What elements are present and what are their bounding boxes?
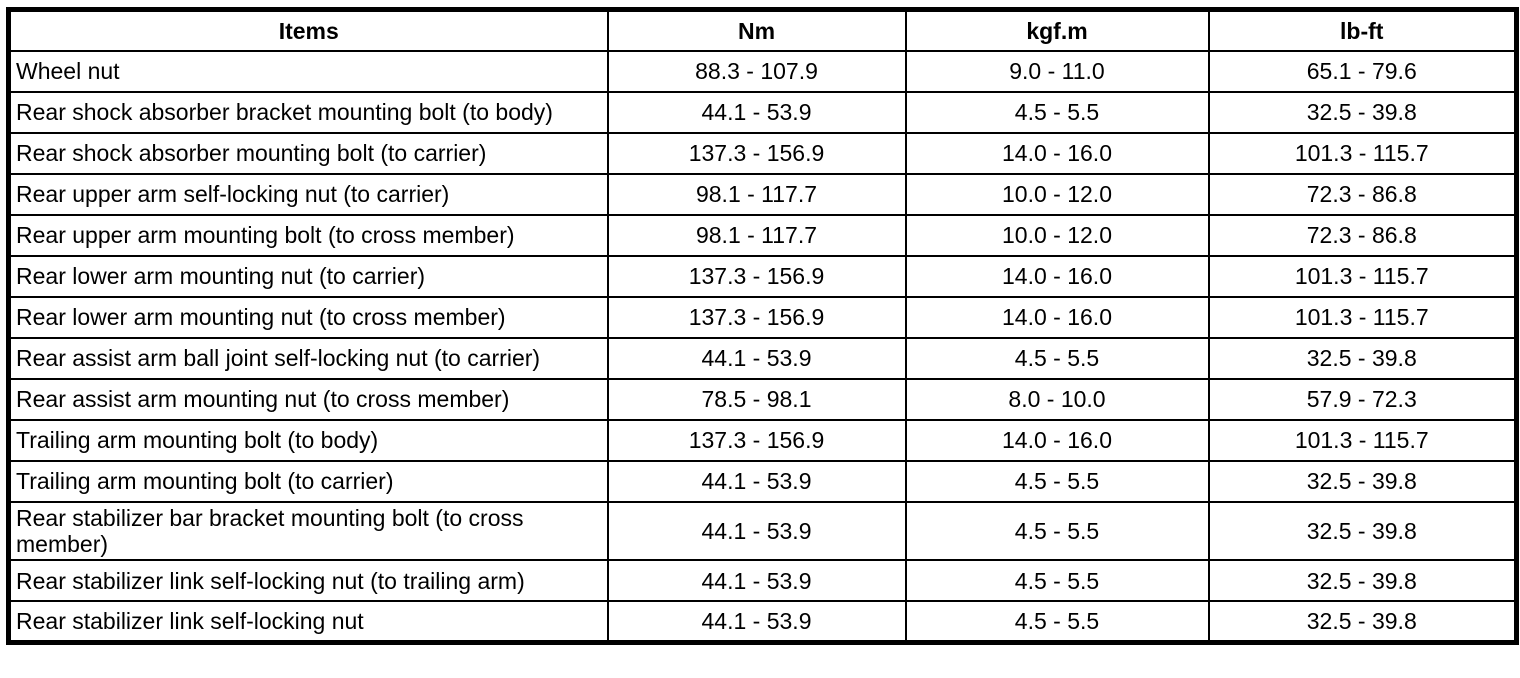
nm-value: 44.1 - 53.9 <box>606 559 907 603</box>
nm-value: 137.3 - 156.9 <box>606 418 907 462</box>
table-row: Trailing arm mounting bolt (to carrier) … <box>7 459 1518 503</box>
lbft-value: 101.3 - 115.7 <box>1207 295 1518 339</box>
kgfm-value: 4.5 - 5.5 <box>904 600 1210 644</box>
nm-value: 98.1 - 117.7 <box>606 213 907 257</box>
table-row: Rear lower arm mounting nut (to carrier)… <box>7 254 1518 298</box>
table-row: Trailing arm mounting bolt (to body) 137… <box>7 418 1518 462</box>
nm-value: 137.3 - 156.9 <box>606 254 907 298</box>
table-row: Rear shock absorber bracket mounting bol… <box>7 90 1518 134</box>
kgfm-value: 10.0 - 12.0 <box>904 213 1210 257</box>
lbft-value: 72.3 - 86.8 <box>1207 172 1518 216</box>
kgfm-value: 4.5 - 5.5 <box>904 459 1210 503</box>
item-label: Trailing arm mounting bolt (to body) <box>7 418 609 462</box>
kgfm-value: 14.0 - 16.0 <box>904 418 1210 462</box>
table-row: Rear stabilizer bar bracket mounting bol… <box>7 500 1518 562</box>
kgfm-value: 14.0 - 16.0 <box>904 295 1210 339</box>
item-label: Rear upper arm mounting bolt (to cross m… <box>7 213 609 257</box>
kgfm-value: 9.0 - 11.0 <box>904 49 1210 93</box>
nm-value: 44.1 - 53.9 <box>606 336 907 380</box>
lbft-value: 101.3 - 115.7 <box>1207 131 1518 175</box>
table-row: Rear upper arm mounting bolt (to cross m… <box>7 213 1518 257</box>
header-kgfm: kgf.m <box>904 8 1210 52</box>
kgfm-value: 4.5 - 5.5 <box>904 559 1210 603</box>
lbft-value: 32.5 - 39.8 <box>1207 600 1518 644</box>
table-row: Rear assist arm mounting nut (to cross m… <box>7 377 1518 421</box>
header-nm: Nm <box>606 8 907 52</box>
lbft-value: 57.9 - 72.3 <box>1207 377 1518 421</box>
item-label: Rear lower arm mounting nut (to carrier) <box>7 254 609 298</box>
nm-value: 44.1 - 53.9 <box>606 600 907 644</box>
nm-value: 137.3 - 156.9 <box>606 295 907 339</box>
kgfm-value: 4.5 - 5.5 <box>904 90 1210 134</box>
item-label: Rear assist arm mounting nut (to cross m… <box>7 377 609 421</box>
item-label: Trailing arm mounting bolt (to carrier) <box>7 459 609 503</box>
kgfm-value: 4.5 - 5.5 <box>904 336 1210 380</box>
nm-value: 137.3 - 156.9 <box>606 131 907 175</box>
table-row: Rear stabilizer link self-locking nut (t… <box>7 559 1518 603</box>
kgfm-value: 10.0 - 12.0 <box>904 172 1210 216</box>
nm-value: 88.3 - 107.9 <box>606 49 907 93</box>
torque-spec-table: Items Nm kgf.m lb-ft Wheel nut 88.3 - 10… <box>6 7 1519 645</box>
table-row: Wheel nut 88.3 - 107.9 9.0 - 11.0 65.1 -… <box>7 49 1518 93</box>
lbft-value: 32.5 - 39.8 <box>1207 500 1518 562</box>
kgfm-value: 14.0 - 16.0 <box>904 131 1210 175</box>
item-label: Rear upper arm self-locking nut (to carr… <box>7 172 609 216</box>
table-row: Rear shock absorber mounting bolt (to ca… <box>7 131 1518 175</box>
item-label: Rear assist arm ball joint self-locking … <box>7 336 609 380</box>
item-label: Rear shock absorber mounting bolt (to ca… <box>7 131 609 175</box>
lbft-value: 72.3 - 86.8 <box>1207 213 1518 257</box>
nm-value: 98.1 - 117.7 <box>606 172 907 216</box>
lbft-value: 32.5 - 39.8 <box>1207 90 1518 134</box>
header-lbft: lb-ft <box>1207 8 1518 52</box>
table-row: Rear stabilizer link self-locking nut 44… <box>7 600 1518 644</box>
table-header-row: Items Nm kgf.m lb-ft <box>7 8 1518 52</box>
kgfm-value: 14.0 - 16.0 <box>904 254 1210 298</box>
item-label: Rear stabilizer bar bracket mounting bol… <box>7 500 609 562</box>
header-items: Items <box>7 8 609 52</box>
item-label: Rear stabilizer link self-locking nut <box>7 600 609 644</box>
item-label: Rear lower arm mounting nut (to cross me… <box>7 295 609 339</box>
item-label: Rear shock absorber bracket mounting bol… <box>7 90 609 134</box>
lbft-value: 32.5 - 39.8 <box>1207 559 1518 603</box>
table-row: Rear assist arm ball joint self-locking … <box>7 336 1518 380</box>
table-row: Rear lower arm mounting nut (to cross me… <box>7 295 1518 339</box>
nm-value: 44.1 - 53.9 <box>606 500 907 562</box>
table-row: Rear upper arm self-locking nut (to carr… <box>7 172 1518 216</box>
kgfm-value: 8.0 - 10.0 <box>904 377 1210 421</box>
item-label: Wheel nut <box>7 49 609 93</box>
lbft-value: 65.1 - 79.6 <box>1207 49 1518 93</box>
item-label: Rear stabilizer link self-locking nut (t… <box>7 559 609 603</box>
lbft-value: 101.3 - 115.7 <box>1207 254 1518 298</box>
lbft-value: 32.5 - 39.8 <box>1207 336 1518 380</box>
nm-value: 44.1 - 53.9 <box>606 459 907 503</box>
kgfm-value: 4.5 - 5.5 <box>904 500 1210 562</box>
nm-value: 78.5 - 98.1 <box>606 377 907 421</box>
lbft-value: 32.5 - 39.8 <box>1207 459 1518 503</box>
nm-value: 44.1 - 53.9 <box>606 90 907 134</box>
lbft-value: 101.3 - 115.7 <box>1207 418 1518 462</box>
